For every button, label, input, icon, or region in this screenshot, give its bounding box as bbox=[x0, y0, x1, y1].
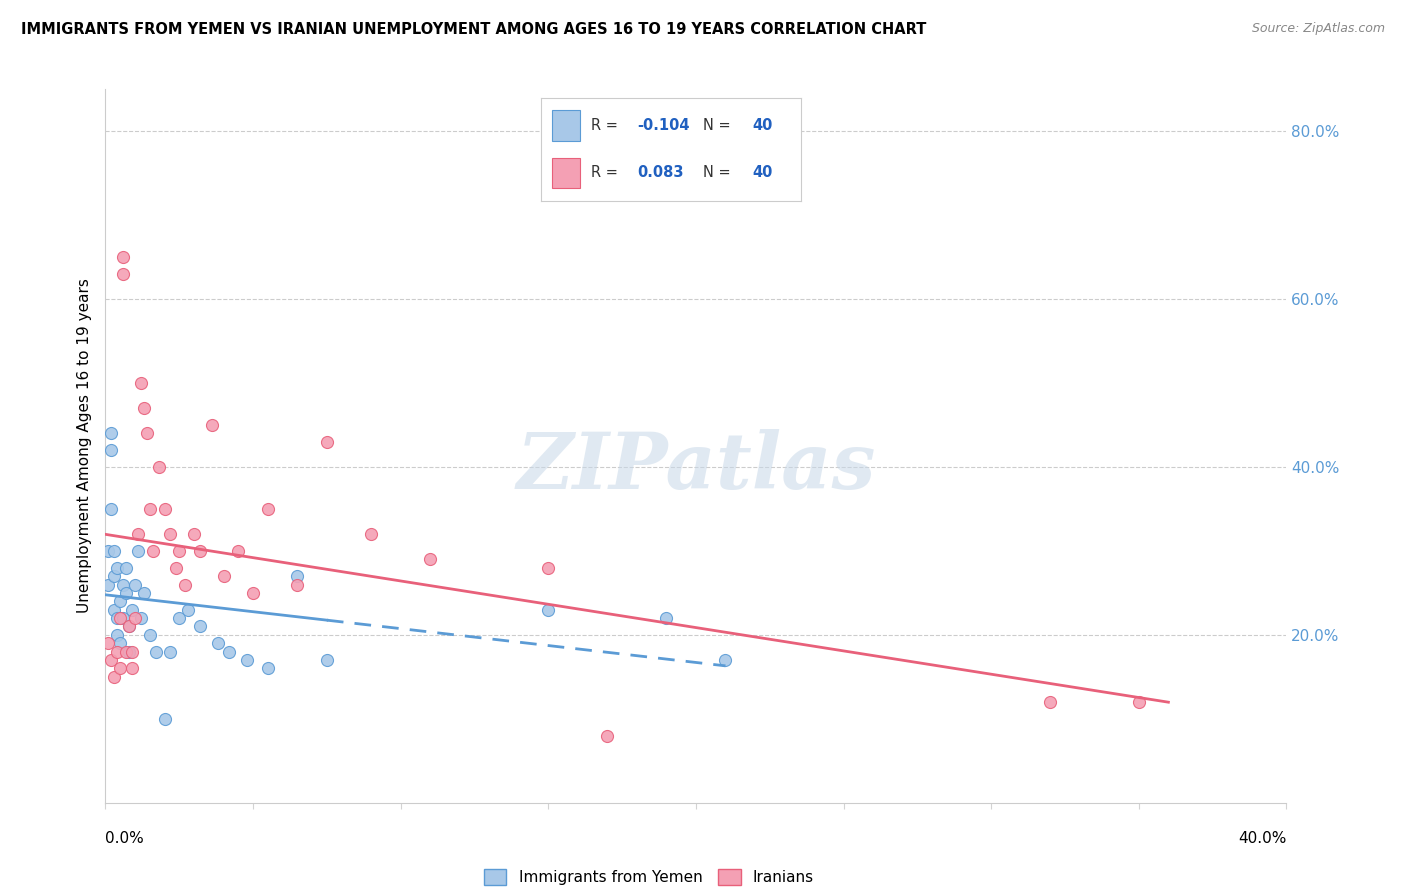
Point bbox=[118, 619, 141, 633]
Text: R =: R = bbox=[591, 118, 623, 133]
Point bbox=[110, 594, 132, 608]
Point bbox=[256, 661, 278, 675]
Point bbox=[159, 645, 181, 659]
Point bbox=[132, 586, 155, 600]
Point bbox=[1128, 695, 1150, 709]
Point bbox=[105, 628, 128, 642]
Point bbox=[118, 619, 141, 633]
Point bbox=[419, 552, 441, 566]
Point bbox=[124, 611, 146, 625]
Point bbox=[105, 611, 128, 625]
Point bbox=[112, 267, 135, 281]
Point bbox=[121, 645, 143, 659]
Point bbox=[129, 376, 152, 390]
Bar bbox=[551, 111, 581, 141]
Point bbox=[97, 636, 120, 650]
Point bbox=[188, 544, 211, 558]
Point bbox=[148, 460, 170, 475]
Point bbox=[103, 670, 125, 684]
Point bbox=[177, 603, 200, 617]
Text: 0.0%: 0.0% bbox=[105, 831, 145, 846]
Point bbox=[201, 417, 224, 432]
Point bbox=[118, 645, 141, 659]
Point bbox=[110, 611, 132, 625]
Point bbox=[287, 577, 309, 591]
Text: N =: N = bbox=[703, 165, 735, 180]
Point bbox=[169, 611, 191, 625]
Y-axis label: Unemployment Among Ages 16 to 19 years: Unemployment Among Ages 16 to 19 years bbox=[76, 278, 91, 614]
Point bbox=[169, 544, 191, 558]
Point bbox=[129, 611, 152, 625]
Legend: Immigrants from Yemen, Iranians: Immigrants from Yemen, Iranians bbox=[478, 863, 820, 891]
Point bbox=[315, 653, 337, 667]
Point bbox=[100, 426, 122, 441]
Point bbox=[110, 636, 132, 650]
Point bbox=[112, 577, 135, 591]
Point bbox=[138, 628, 162, 642]
Point bbox=[112, 611, 135, 625]
Point bbox=[103, 569, 125, 583]
Text: 40: 40 bbox=[752, 118, 772, 133]
Text: -0.104: -0.104 bbox=[637, 118, 690, 133]
Text: 40: 40 bbox=[752, 165, 772, 180]
Text: R =: R = bbox=[591, 165, 623, 180]
Point bbox=[212, 569, 235, 583]
Point bbox=[112, 250, 135, 264]
Point bbox=[135, 426, 157, 441]
Point bbox=[142, 544, 165, 558]
Point bbox=[100, 502, 122, 516]
Point bbox=[115, 645, 138, 659]
Point bbox=[174, 577, 197, 591]
Point bbox=[121, 661, 143, 675]
Point bbox=[138, 502, 162, 516]
Point bbox=[153, 712, 176, 726]
Point bbox=[105, 645, 128, 659]
Point bbox=[103, 544, 125, 558]
Text: 0.083: 0.083 bbox=[637, 165, 685, 180]
Point bbox=[183, 527, 205, 541]
Point bbox=[100, 443, 122, 458]
Point bbox=[218, 645, 240, 659]
Point bbox=[537, 560, 560, 574]
Point bbox=[145, 645, 167, 659]
Point bbox=[115, 560, 138, 574]
Point bbox=[360, 527, 382, 541]
Point bbox=[153, 502, 176, 516]
Point bbox=[121, 603, 143, 617]
Bar bbox=[551, 158, 581, 188]
Point bbox=[110, 661, 132, 675]
Point bbox=[188, 619, 211, 633]
Point bbox=[655, 611, 678, 625]
Point bbox=[537, 603, 560, 617]
Point bbox=[714, 653, 737, 667]
Point bbox=[242, 586, 264, 600]
Text: N =: N = bbox=[703, 118, 735, 133]
Point bbox=[159, 527, 181, 541]
Point bbox=[236, 653, 259, 667]
Point bbox=[315, 434, 337, 449]
Point bbox=[287, 569, 309, 583]
Point bbox=[124, 577, 146, 591]
Point bbox=[132, 401, 155, 416]
Point bbox=[115, 586, 138, 600]
Text: IMMIGRANTS FROM YEMEN VS IRANIAN UNEMPLOYMENT AMONG AGES 16 TO 19 YEARS CORRELAT: IMMIGRANTS FROM YEMEN VS IRANIAN UNEMPLO… bbox=[21, 22, 927, 37]
Point bbox=[127, 544, 149, 558]
Point bbox=[207, 636, 229, 650]
Point bbox=[596, 729, 619, 743]
Point bbox=[226, 544, 250, 558]
Text: ZIPatlas: ZIPatlas bbox=[516, 429, 876, 506]
Point bbox=[97, 577, 120, 591]
Point bbox=[97, 544, 120, 558]
Point bbox=[105, 560, 128, 574]
Point bbox=[100, 653, 122, 667]
Point bbox=[127, 527, 149, 541]
Point bbox=[1039, 695, 1062, 709]
Point bbox=[256, 502, 278, 516]
Text: Source: ZipAtlas.com: Source: ZipAtlas.com bbox=[1251, 22, 1385, 36]
Point bbox=[165, 560, 187, 574]
Point bbox=[103, 603, 125, 617]
Text: 40.0%: 40.0% bbox=[1239, 831, 1286, 846]
